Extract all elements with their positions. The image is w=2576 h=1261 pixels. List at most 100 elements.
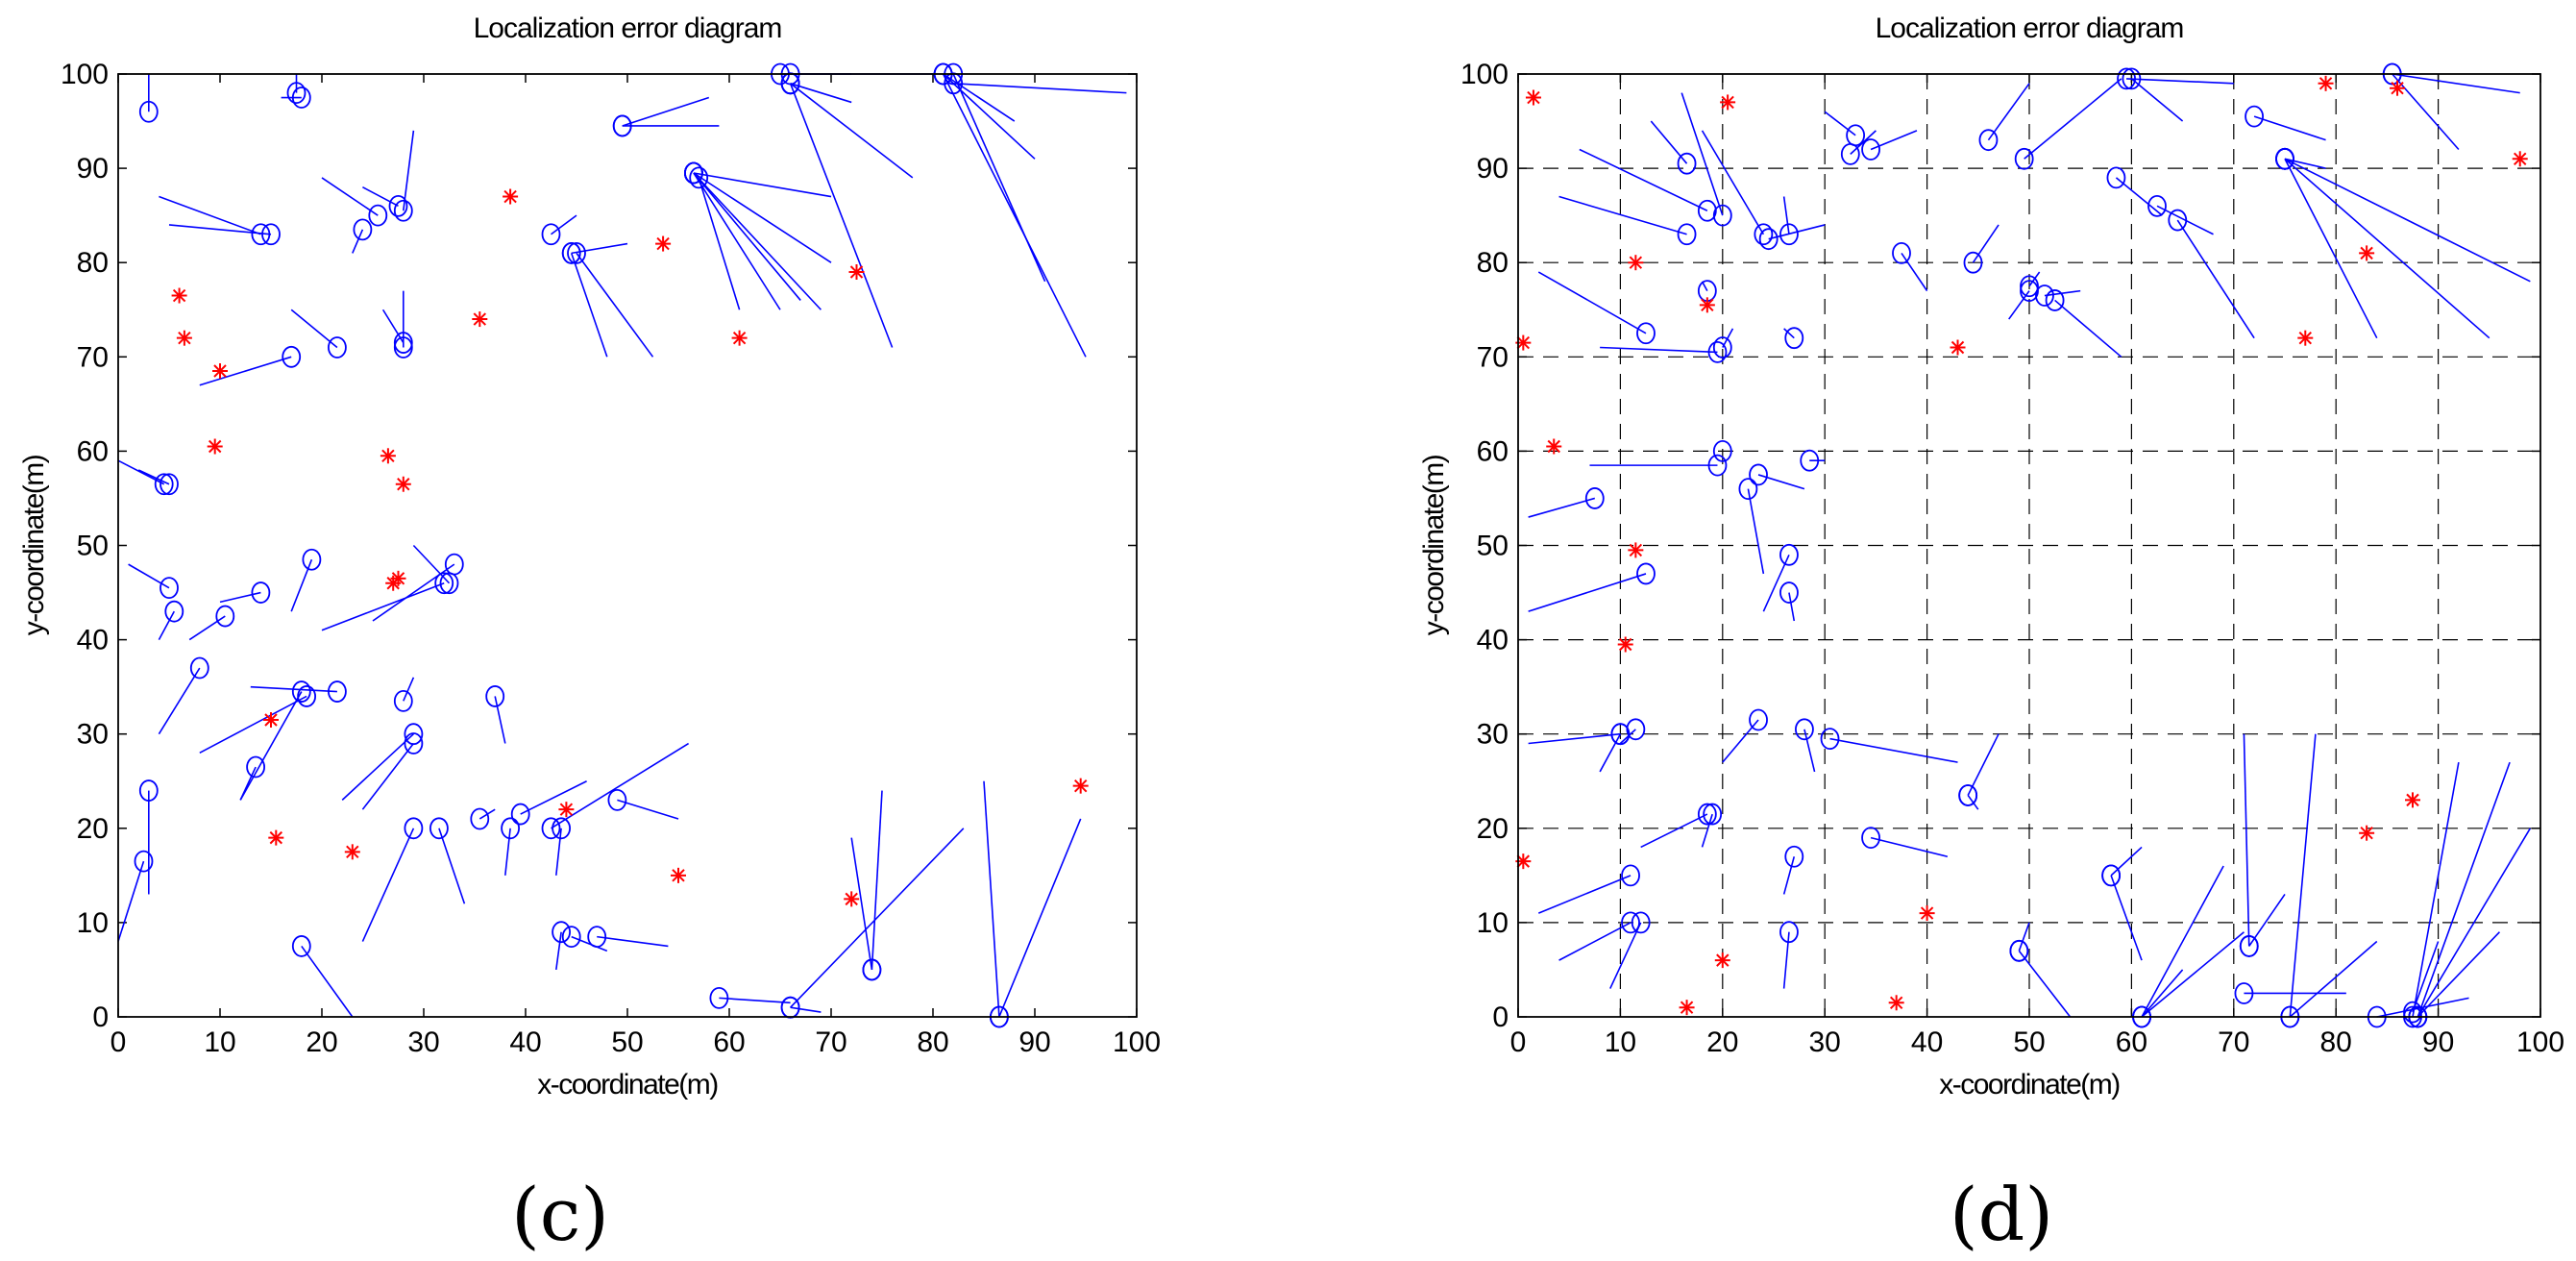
panel-d: 0 10 20 30 40 50 60 70 80 90 100 0 10 20 30 40 50 60 70 80 9… xyxy=(1418,12,2564,1257)
node-marker xyxy=(2009,939,2029,962)
error-vector xyxy=(1579,148,1708,211)
node-marker xyxy=(2014,147,2034,170)
node-marker xyxy=(1779,223,1799,246)
anchor-marker xyxy=(1950,339,1966,356)
node-marker xyxy=(261,223,281,246)
node-marker xyxy=(541,223,561,246)
node-marker xyxy=(510,803,530,826)
node-marker xyxy=(1784,327,1804,350)
y-tick-label: 20 xyxy=(77,813,109,845)
node-marker xyxy=(862,958,882,981)
anchor-marker xyxy=(1515,853,1532,870)
node-marker xyxy=(2020,275,2039,298)
error-vector xyxy=(1701,130,1765,235)
error-vector xyxy=(2412,941,2440,1013)
x-tick-label: 20 xyxy=(1706,1026,1738,1058)
anchor-marker xyxy=(1628,542,1644,558)
node-marker xyxy=(291,87,311,109)
x-tick-label: 60 xyxy=(713,1026,745,1058)
node-marker xyxy=(552,921,571,944)
y-tick-label: 70 xyxy=(77,341,109,373)
error-vector xyxy=(1824,111,1856,136)
anchor-marker xyxy=(1714,952,1730,969)
y-tick-label: 80 xyxy=(1477,247,1509,279)
node-marker xyxy=(1754,223,1774,246)
node-marker xyxy=(1712,204,1732,227)
plot-area xyxy=(118,74,1137,1017)
error-vector xyxy=(2130,78,2184,122)
error-vector xyxy=(555,931,562,971)
panel-caption: (c) xyxy=(511,1172,609,1257)
y-tick-label: 50 xyxy=(1477,531,1509,562)
node-marker xyxy=(429,817,449,840)
node-marker xyxy=(393,689,413,712)
error-vector xyxy=(943,73,1036,160)
error-vector xyxy=(2141,865,2224,1018)
error-vector xyxy=(2253,115,2326,141)
node-marker xyxy=(388,194,408,217)
error-vector xyxy=(381,309,405,344)
error-vector xyxy=(2417,828,2532,1018)
error-vector xyxy=(1528,732,1621,745)
x-tick-label: 90 xyxy=(2422,1026,2454,1058)
error-vector xyxy=(341,733,414,801)
node-marker xyxy=(404,732,424,754)
error-vector xyxy=(1609,922,1642,989)
x-axis-label: x-coordinate(m) xyxy=(537,1069,718,1100)
error-vector xyxy=(693,172,801,301)
error-vector xyxy=(372,563,455,622)
error-vector xyxy=(117,860,145,942)
anchor-marker xyxy=(212,363,228,380)
error-vector xyxy=(1803,729,1816,773)
node-marker xyxy=(1749,708,1768,731)
anchor-marker xyxy=(2390,80,2406,96)
node-marker xyxy=(607,788,627,811)
error-vector xyxy=(1701,813,1713,848)
error-vector xyxy=(551,742,690,829)
anchor-marker xyxy=(848,264,865,281)
x-tick-label: 50 xyxy=(2013,1026,2045,1058)
error-vector xyxy=(2008,290,2030,320)
node-marker xyxy=(291,935,311,957)
error-vector xyxy=(199,695,307,754)
node-marker xyxy=(561,926,581,949)
error-vector xyxy=(622,96,710,127)
x-tick-label: 100 xyxy=(1113,1026,1161,1058)
y-tick-label: 40 xyxy=(77,625,109,656)
error-vector xyxy=(352,229,364,254)
error-vector xyxy=(1782,856,1796,895)
x-tick-label: 80 xyxy=(2320,1026,2352,1058)
error-vector xyxy=(693,172,781,310)
error-vector xyxy=(2284,158,2531,283)
anchor-marker xyxy=(1888,995,1904,1011)
anchor-marker xyxy=(2297,330,2314,346)
node-marker xyxy=(444,553,464,576)
node-marker xyxy=(587,926,607,949)
node-marker xyxy=(1779,921,1799,944)
node-marker xyxy=(434,572,454,595)
node-marker xyxy=(1800,449,1820,472)
error-vector xyxy=(2248,894,2286,947)
axes-frame xyxy=(117,73,1138,1018)
error-vector xyxy=(137,469,170,485)
error-vector xyxy=(159,195,261,235)
node-marker xyxy=(1779,543,1799,566)
error-vector xyxy=(2284,158,2378,339)
y-tick-label: 60 xyxy=(1477,435,1509,467)
x-tick-label: 0 xyxy=(110,1026,127,1058)
error-vector xyxy=(1829,737,1958,763)
error-vector xyxy=(1788,592,1796,622)
error-vector xyxy=(1987,83,2030,141)
node-marker xyxy=(1636,562,1656,585)
node-marker xyxy=(1712,336,1732,359)
y-axis-label: y-coordinate(m) xyxy=(1418,455,1450,635)
node-marker xyxy=(2245,105,2264,128)
error-vector xyxy=(403,130,415,211)
y-tick-label: 100 xyxy=(1460,59,1509,90)
error-vector xyxy=(1901,252,1928,292)
error-vector xyxy=(239,691,303,801)
node-marker xyxy=(291,680,311,703)
error-vector xyxy=(438,828,466,904)
node-marker xyxy=(552,817,571,840)
